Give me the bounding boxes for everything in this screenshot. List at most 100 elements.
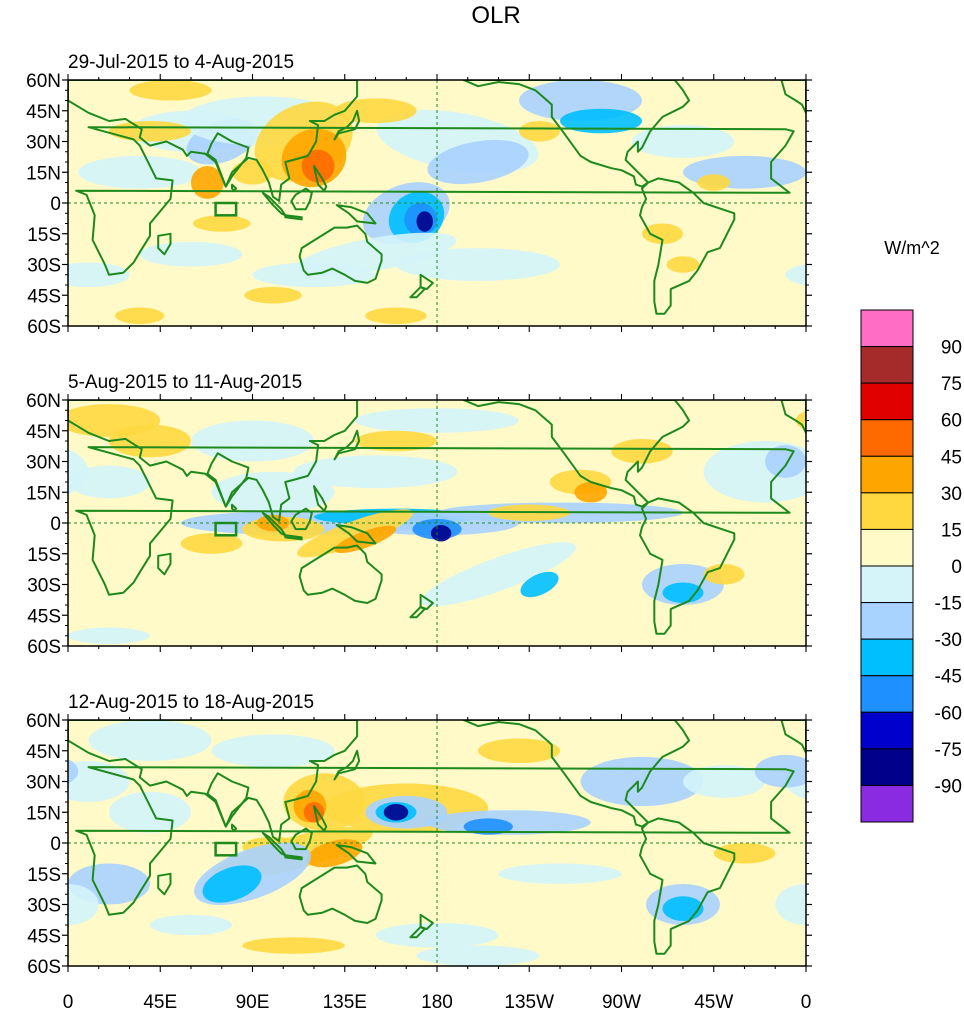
colorbar-swatch	[860, 455, 914, 494]
anomaly-contour	[713, 843, 776, 864]
anomaly-contour	[68, 884, 99, 925]
anomaly-contour	[109, 791, 191, 833]
lat-tick-label: 30N	[26, 773, 61, 794]
anomaly-contour	[68, 465, 150, 499]
lat-tick-label: 30N	[26, 133, 61, 154]
panel-period-label: 29-Jul-2015 to 4-Aug-2015	[68, 52, 294, 73]
lat-tick-label: 15S	[27, 545, 61, 566]
coastline	[157, 232, 172, 256]
anomaly-contour	[703, 564, 745, 585]
colorbar-swatch	[860, 602, 914, 640]
anomaly-contour	[430, 525, 452, 542]
coastline	[335, 844, 377, 865]
anomaly-contour	[365, 307, 427, 324]
lon-tick-label: 90E	[236, 992, 270, 1013]
anomaly-contour	[519, 121, 560, 142]
colorbar-label: 60	[941, 411, 962, 432]
colorbar-label: -30	[935, 630, 962, 651]
coastline	[462, 400, 691, 508]
anomaly-contour	[427, 139, 529, 185]
coastline	[231, 183, 238, 192]
lat-tick-label: 30N	[26, 453, 61, 474]
anomaly-contour	[666, 256, 700, 273]
lat-tick-label: 15N	[26, 163, 61, 184]
coastline	[290, 507, 313, 531]
coastline	[231, 823, 238, 832]
colorbar-swatch	[860, 748, 914, 786]
anomaly-contour	[642, 223, 683, 244]
map-panel-1: 29-Jul-2015 to 4-Aug-2015 60N 45N 30N 15N 0 15…	[26, 52, 812, 338]
panel-period-label: 5-Aug-2015 to 11-Aug-2015	[68, 372, 302, 393]
lat-tick-label: 60N	[26, 391, 61, 412]
olr-anomaly-field	[68, 80, 806, 326]
coastline	[68, 80, 359, 202]
lon-tick-label: 0	[801, 992, 812, 1013]
region-box	[214, 201, 238, 217]
colorbar-swatch	[860, 419, 914, 457]
coastline	[639, 177, 736, 315]
colorbar-label: 90	[941, 338, 962, 359]
coastline	[284, 534, 303, 541]
lat-tick-label: 15N	[26, 483, 61, 504]
anomaly-contour	[498, 863, 622, 884]
lat-tick-label: 60S	[27, 317, 61, 338]
anomaly-contour	[68, 761, 130, 802]
anomaly-contour	[78, 155, 202, 189]
coastline	[780, 80, 806, 114]
anomaly-contour	[244, 287, 302, 304]
lon-tick-label: 90W	[602, 992, 641, 1013]
anomaly-contour	[478, 738, 560, 764]
anomaly-contour	[662, 896, 704, 921]
colorbar-label: -60	[935, 703, 962, 724]
anomaly-contour	[68, 627, 150, 644]
coastline	[157, 552, 172, 576]
coastline	[290, 827, 313, 851]
coastline	[290, 187, 313, 211]
anomaly-contour	[463, 818, 513, 835]
region-box	[214, 841, 238, 857]
colorbar-label: 75	[941, 374, 962, 395]
colorbar-label: -75	[935, 740, 962, 761]
coastline	[298, 864, 383, 924]
anomaly-contour	[775, 884, 806, 925]
coastline	[75, 766, 795, 916]
anomaly-contour	[180, 533, 243, 554]
coastline	[298, 544, 383, 604]
anomaly-contour	[416, 945, 540, 966]
lat-tick-label: 60N	[26, 71, 61, 92]
anomaly-contour	[109, 121, 191, 142]
coastline	[639, 497, 736, 635]
coastline	[419, 913, 434, 931]
coastline	[409, 926, 426, 939]
lat-tick-label: 45N	[26, 422, 61, 443]
coastline	[313, 485, 328, 512]
anomaly-contour	[303, 802, 325, 823]
anomaly-contour	[785, 264, 806, 286]
map-panel-2: 5-Aug-2015 to 11-Aug-2015 60N 45N 30N 15N 0 15…	[26, 372, 812, 658]
lat-tick-label: 0	[50, 834, 61, 855]
lat-tick-label: 45S	[27, 606, 61, 627]
colorbar-label: 30	[941, 484, 962, 505]
coastline	[75, 126, 795, 276]
anomaly-contour	[193, 215, 251, 232]
coastline	[462, 80, 691, 188]
colorbar: 90 75 60 45 30 15 0 -15 -30 -45 -60 -75 -90	[860, 309, 962, 823]
anomaly-contour	[355, 430, 437, 452]
anomaly-contour	[754, 754, 806, 788]
anomaly-contour	[88, 720, 212, 761]
colorbar-swatch	[860, 675, 914, 713]
colorbar-swatch	[860, 565, 914, 604]
colorbar-swatch	[860, 382, 914, 421]
olr-anomaly-field	[68, 720, 806, 966]
lon-tick-label: 180	[421, 992, 453, 1013]
lat-tick-label: 60N	[26, 711, 61, 732]
lon-tick-label: 45E	[143, 992, 177, 1013]
colorbar-units: W/m^2	[884, 238, 939, 258]
coastline	[409, 286, 426, 299]
coastline	[333, 109, 361, 141]
anomaly-contour	[560, 108, 642, 134]
anomaly-contour	[115, 307, 165, 324]
anomaly-contour	[662, 582, 704, 603]
colorbar-label: -90	[935, 776, 962, 797]
colorbar-swatch	[860, 309, 914, 348]
